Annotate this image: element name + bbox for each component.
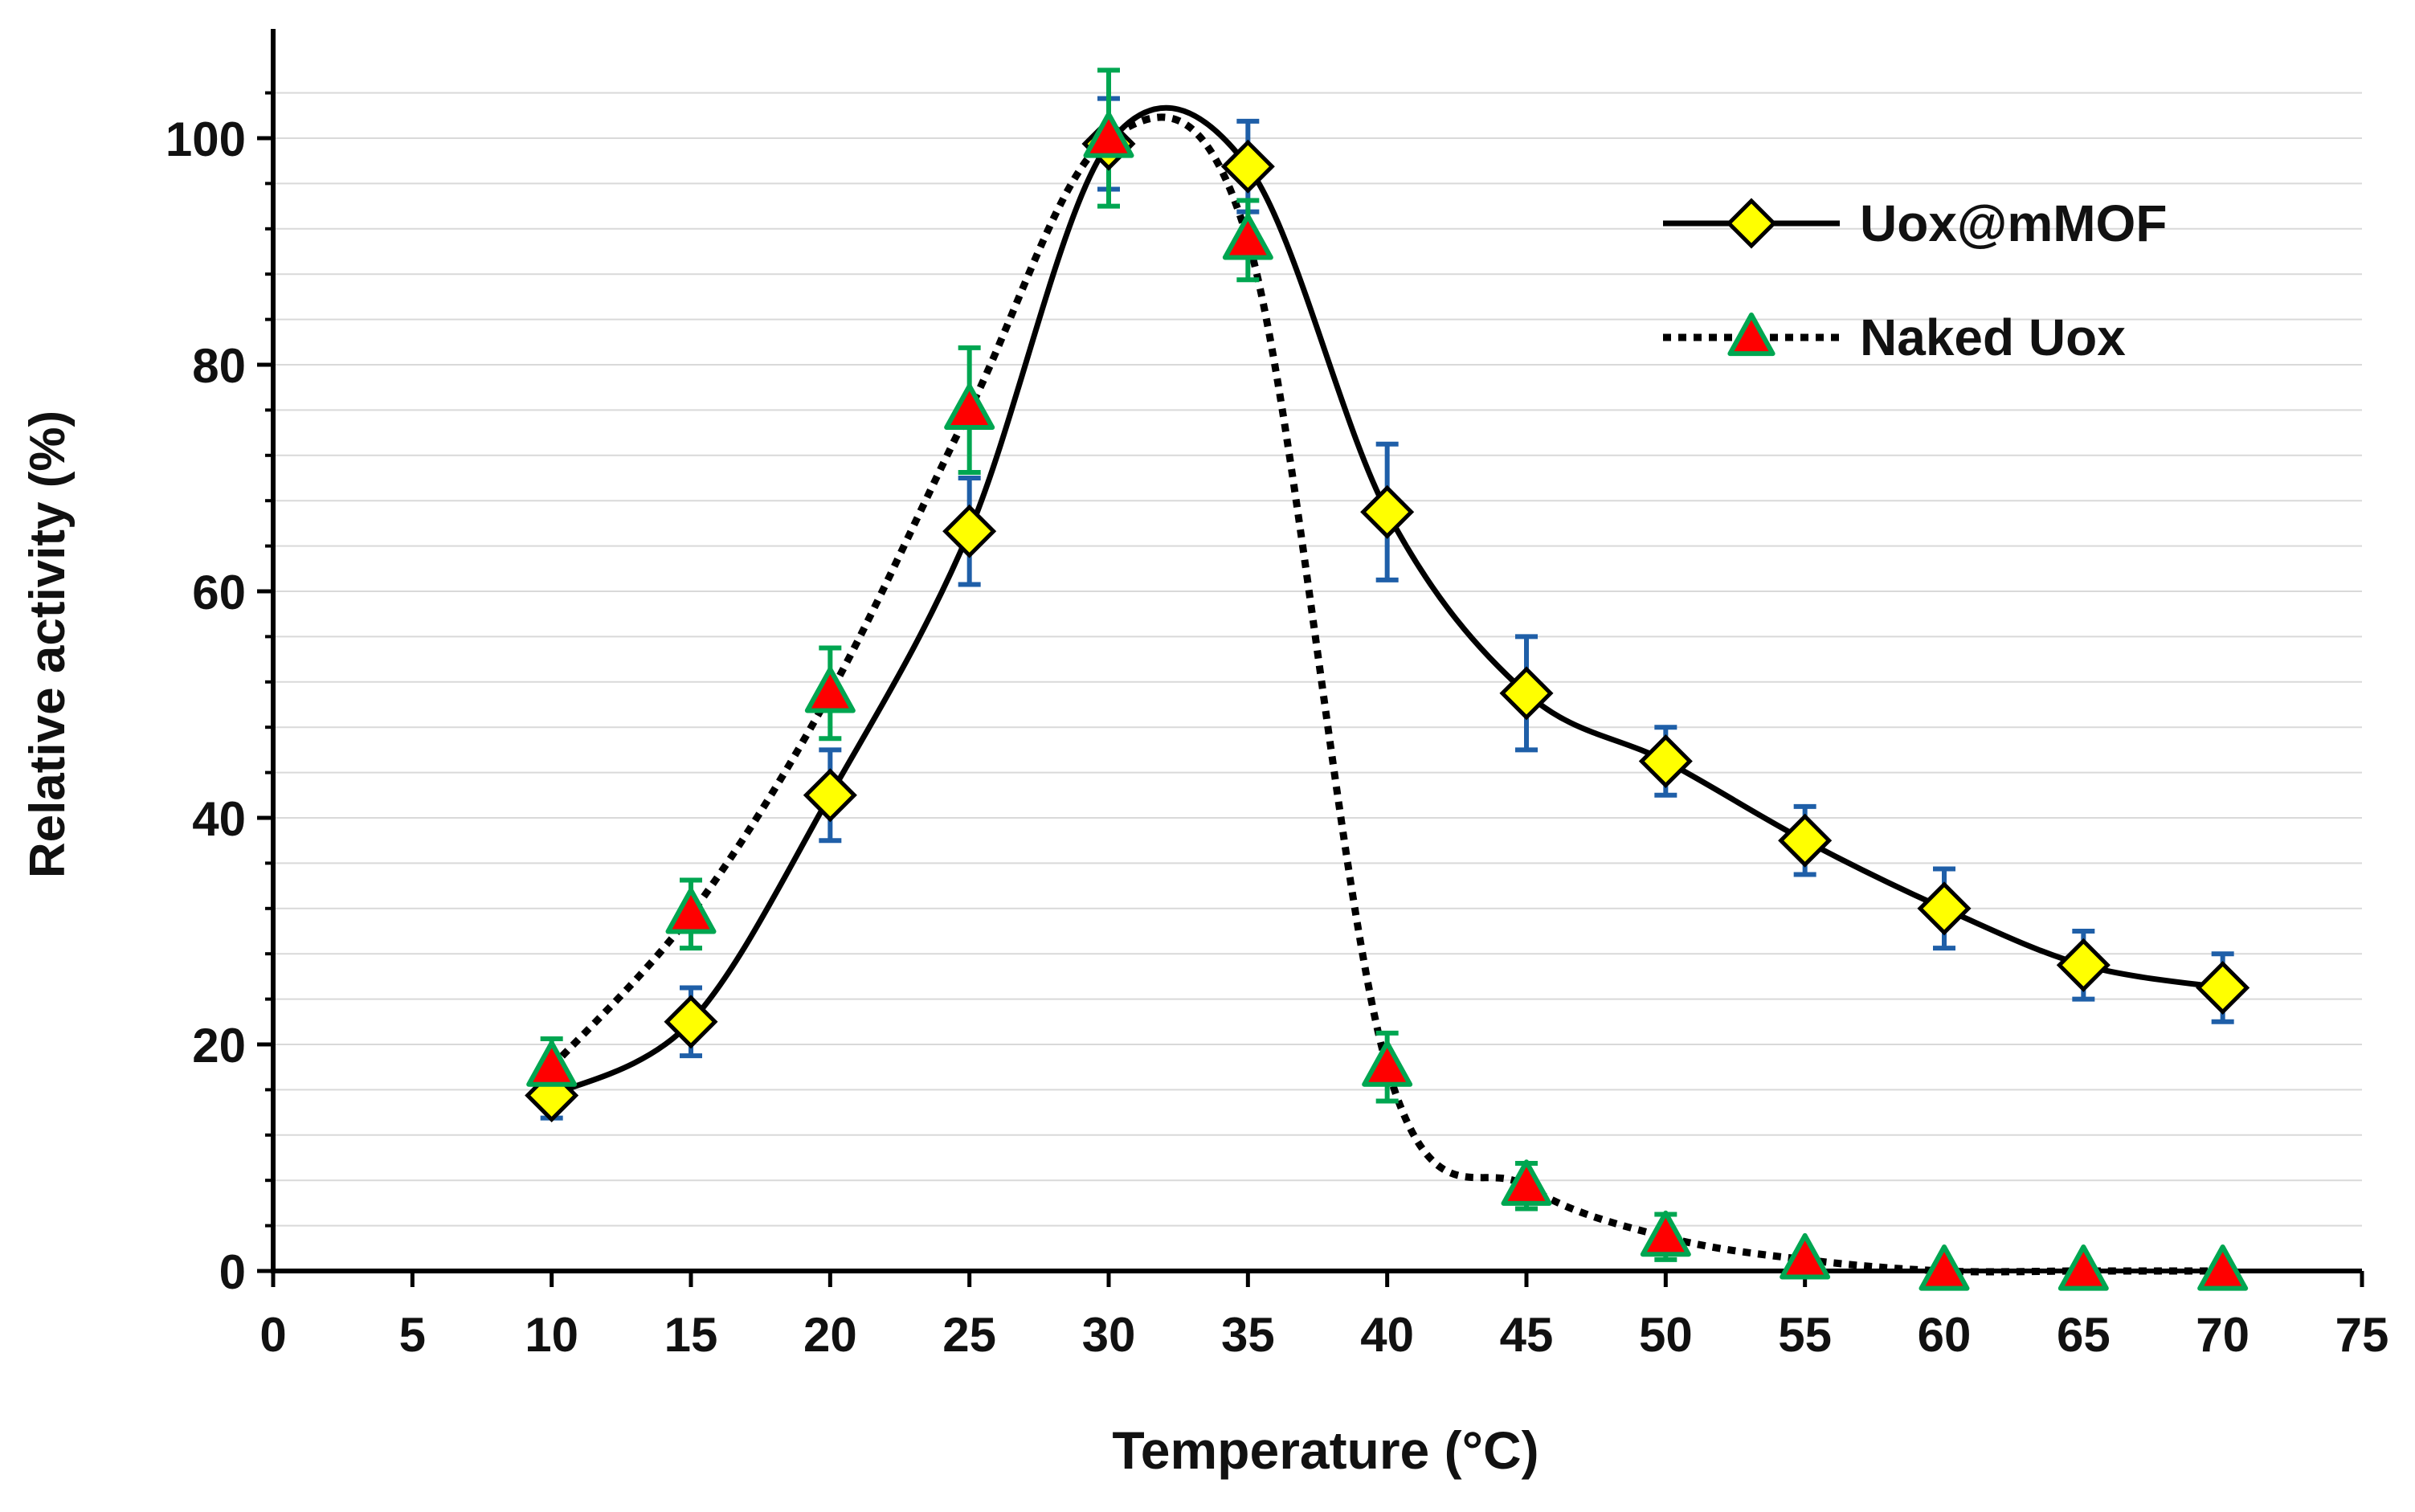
data-point-naked-uox xyxy=(1780,1232,1831,1280)
data-point-naked-uox xyxy=(2197,1244,2249,1291)
x-tick-label: 65 xyxy=(2057,1308,2111,1362)
data-point-uox-mmof xyxy=(2196,960,2250,1015)
y-tick-label: 100 xyxy=(165,112,246,166)
data-point-naked-uox xyxy=(804,666,856,713)
data-point-uox-mmof xyxy=(942,504,997,558)
data-point-naked-uox xyxy=(1083,112,1134,158)
x-tick-label: 40 xyxy=(1360,1308,1414,1362)
data-point-naked-uox xyxy=(665,887,717,934)
data-point-uox-mmof xyxy=(664,995,718,1049)
data-point-uox-mmof xyxy=(1778,813,1833,868)
data-point-uox-mmof xyxy=(803,768,857,823)
x-tick-label: 70 xyxy=(2196,1308,2250,1362)
legend-label: Uox@mMOF xyxy=(1860,194,2167,252)
data-point-uox-mmof xyxy=(1917,881,1972,936)
x-tick-label: 45 xyxy=(1500,1308,1554,1362)
legend-label: Naked Uox xyxy=(1860,309,2126,366)
data-point-naked-uox xyxy=(1222,213,1273,260)
x-tick-label: 35 xyxy=(1221,1308,1275,1362)
legend-marker xyxy=(1726,198,1777,249)
data-point-naked-uox xyxy=(1640,1210,1691,1257)
series-layer xyxy=(525,67,2250,1291)
x-tick-label: 30 xyxy=(1082,1308,1136,1362)
x-tick-label: 50 xyxy=(1639,1308,1693,1362)
data-point-naked-uox xyxy=(944,383,995,430)
data-point-uox-mmof xyxy=(1220,139,1275,194)
series-line-naked-uox xyxy=(549,113,2223,1276)
y-tick-label: 20 xyxy=(192,1019,246,1073)
axes-layer: 0 20 40 60 80 100 0 5 10 15 20 25 30 35 40 45 50 55 60 65 70… xyxy=(165,29,2388,1362)
legend: Uox@mMOF Naked Uox xyxy=(1663,194,2167,366)
data-point-uox-mmof xyxy=(1499,666,1554,721)
data-point-naked-uox xyxy=(1362,1040,1413,1087)
grid-layer xyxy=(273,92,2362,1227)
x-tick-label: 60 xyxy=(1918,1308,1972,1362)
y-axis-title: Relative activity (%) xyxy=(20,411,76,878)
legend-marker xyxy=(1727,313,1775,357)
x-tick-label: 20 xyxy=(803,1308,857,1362)
data-point-naked-uox xyxy=(1501,1159,1552,1206)
y-tick-label: 0 xyxy=(219,1245,246,1299)
x-tick-label: 55 xyxy=(1778,1308,1832,1362)
data-point-naked-uox xyxy=(2057,1244,2109,1291)
data-point-uox-mmof xyxy=(1638,734,1693,789)
y-tick-label: 80 xyxy=(192,339,246,393)
y-tick-label: 60 xyxy=(192,566,246,619)
x-tick-label: 0 xyxy=(259,1308,286,1362)
x-tick-label: 15 xyxy=(664,1308,718,1362)
y-tick-label: 40 xyxy=(192,792,246,846)
data-point-naked-uox xyxy=(526,1040,578,1087)
x-tick-label: 5 xyxy=(399,1308,426,1362)
x-tick-label: 75 xyxy=(2335,1308,2389,1362)
x-tick-label: 25 xyxy=(942,1308,996,1362)
data-point-uox-mmof xyxy=(1360,484,1415,539)
x-tick-label: 10 xyxy=(525,1308,578,1362)
data-point-uox-mmof xyxy=(2056,938,2111,992)
series-line-uox-mmof xyxy=(550,104,2224,1098)
x-axis-title: Temperature (°C) xyxy=(1112,1420,1538,1480)
data-point-naked-uox xyxy=(1919,1244,1970,1291)
